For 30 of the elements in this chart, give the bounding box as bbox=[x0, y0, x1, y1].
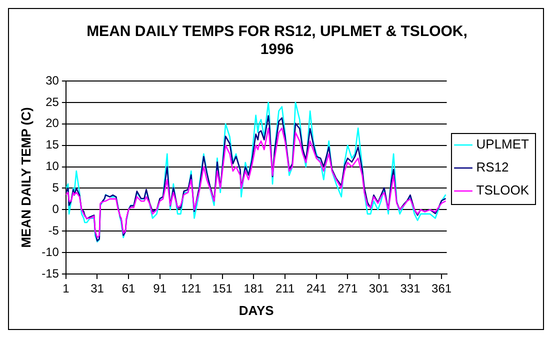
x-tick-label: 1 bbox=[62, 282, 70, 296]
x-tick-label: 361 bbox=[432, 282, 452, 296]
x-tick-label: 151 bbox=[212, 282, 233, 296]
x-tick-label: 331 bbox=[400, 282, 421, 296]
legend-label: RS12 bbox=[476, 160, 509, 175]
x-tick-label: 61 bbox=[122, 282, 136, 296]
y-tick-label: -10 bbox=[42, 244, 60, 259]
x-tick-label: 211 bbox=[275, 282, 295, 296]
y-tick-label: 5 bbox=[52, 180, 60, 195]
y-tick-label: 15 bbox=[46, 138, 60, 152]
legend-label: UPLMET bbox=[476, 136, 530, 152]
x-tick-label: 241 bbox=[306, 282, 327, 296]
y-tick-label: 20 bbox=[46, 116, 60, 130]
x-tick-label: 271 bbox=[338, 282, 358, 296]
y-tick-label: -15 bbox=[42, 266, 60, 280]
y-tick-label: -5 bbox=[48, 223, 60, 238]
x-tick-label: 31 bbox=[90, 282, 104, 296]
y-tick-label: 30 bbox=[46, 73, 60, 88]
x-axis-title: DAYS bbox=[238, 302, 274, 318]
legend-label: TSLOOK bbox=[476, 182, 530, 198]
text: MEAN DAILY TEMPS FOR RS12, UPLMET & TSLOOK, bbox=[86, 23, 468, 40]
y-tick-label: 0 bbox=[52, 202, 60, 216]
y-tick-label: 25 bbox=[46, 94, 60, 109]
x-tick-label: 181 bbox=[244, 282, 264, 296]
y-tick-label: 10 bbox=[46, 159, 60, 174]
text: 1996 bbox=[260, 41, 294, 58]
y-axis-title: MEAN DAILY TEMP (C) bbox=[18, 107, 34, 248]
x-tick-label: 121 bbox=[181, 282, 202, 296]
x-tick-label: 91 bbox=[153, 282, 167, 296]
x-tick-label: 301 bbox=[368, 282, 390, 296]
